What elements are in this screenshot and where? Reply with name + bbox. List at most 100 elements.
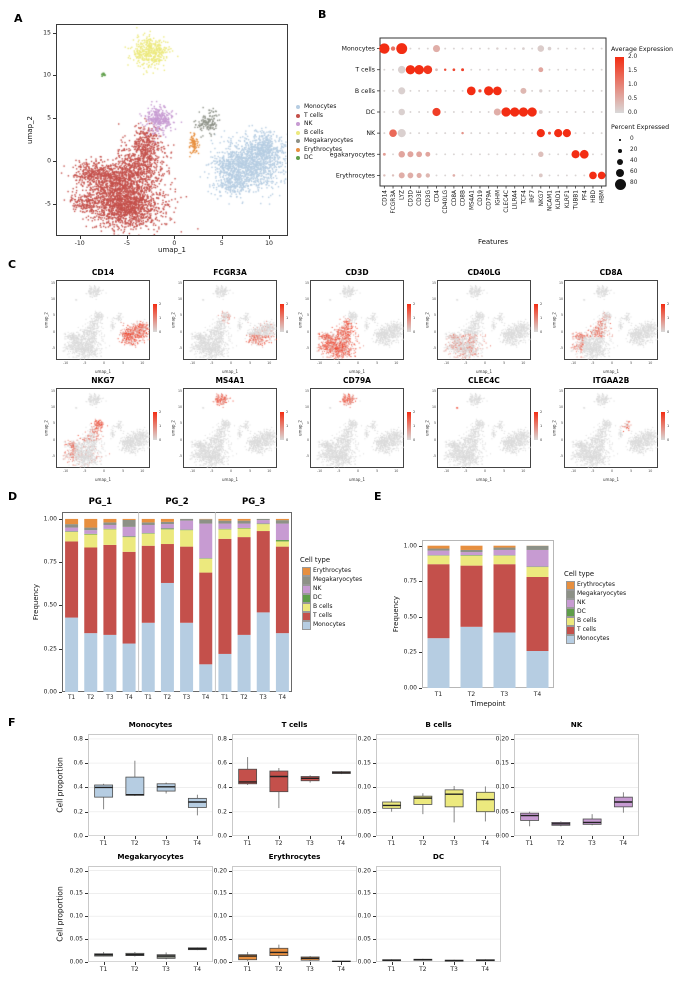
dotplot-gene-label: LYZ [400, 190, 406, 200]
mini-y-tick-label: 10 [558, 405, 563, 410]
feature-plot-box [183, 280, 277, 360]
x-tick-label: T2 [131, 966, 139, 973]
bar-segment-nk [65, 527, 79, 532]
expression-tick-label: 0.5 [628, 96, 638, 102]
y-tick-mark [59, 518, 62, 520]
box-rect [413, 795, 433, 805]
boxplot-svg [88, 866, 213, 962]
box-rect [520, 812, 540, 821]
feature-plot-canvas [565, 389, 658, 468]
legend-swatch-icon [566, 617, 575, 626]
bar-segment-erythrocytes [103, 518, 117, 523]
dotplot-dot [557, 174, 560, 177]
feature-plot-NKG7: NKG7 umap_2 umap_1 -10 -5 0 5 10 -5 0 5 10 15 2 1 0 [34, 376, 168, 490]
bar-segment-erythrocytes [65, 518, 79, 525]
y-tick-label: 0.05 [357, 808, 371, 816]
dotplot-dot [383, 111, 386, 113]
expression-tick-label: 1.5 [628, 68, 638, 74]
y-tick-label: 1.00 [43, 515, 57, 523]
dotplot-gene-label: CLEC4C [504, 190, 510, 213]
dotplot-dot [518, 107, 529, 117]
mini-y-tick-label: -5 [559, 345, 563, 350]
bar-segment-t-cells [275, 546, 289, 634]
dotplot-dot [461, 131, 464, 135]
y-tick-label: 1.00 [403, 542, 417, 550]
dotplot-dot [444, 174, 447, 177]
box-rect [269, 770, 289, 793]
mini-x-tick-label: 5 [503, 469, 506, 473]
bar-segment-monocytes [141, 622, 155, 692]
feature-plot-box [437, 280, 531, 360]
x-tick-label: T2 [275, 840, 283, 847]
dotplot-dot [548, 89, 551, 92]
legend-swatch-icon [296, 122, 300, 126]
dotplot-dot [583, 68, 586, 71]
legend-swatch-icon [296, 113, 300, 118]
mini-colorbar-tick-label: 2 [413, 410, 416, 414]
legend-item-label: Erythrocytes [577, 581, 615, 588]
mini-colorbar [661, 412, 665, 440]
mini-x-tick-label: 10 [648, 361, 653, 365]
dotplot-row-label: DC [366, 109, 375, 116]
dotplot-dot [461, 47, 464, 50]
mini-colorbar-tick-label: 1 [286, 424, 289, 428]
mini-y-tick-label: 5 [52, 313, 55, 318]
mini-x-axis-label: umap_1 [349, 369, 365, 374]
mini-y-tick-label: 0 [433, 437, 436, 442]
subplot-border [514, 734, 639, 836]
mini-x-tick-label: -10 [189, 469, 196, 473]
mini-x-tick-label: -10 [316, 469, 323, 473]
mini-y-tick-label: 5 [306, 421, 309, 426]
mini-x-axis-label: umap_1 [95, 477, 111, 482]
bar-segment-nk [103, 524, 117, 529]
box-rect [444, 789, 464, 808]
feature-plot-ITGAA2B: ITGAA2B umap_2 umap_1 -10 -5 0 5 10 -5 0 5 10 15 2 1 0 [542, 376, 676, 490]
mini-x-tick-label: 0 [483, 361, 486, 365]
dotplot-dot [409, 111, 412, 113]
x-tick-mark [166, 962, 168, 965]
panel-c-label: C [8, 258, 17, 271]
dotplot-dot [478, 153, 481, 156]
legend-swatch-icon [302, 612, 311, 621]
legend-swatch-icon [302, 621, 311, 630]
percent-tick-label: 20 [630, 147, 638, 153]
dotplot-dot [484, 86, 494, 96]
feature-plot-title: CD40LG [467, 268, 501, 277]
bar-segment-megakaryocytes [218, 520, 232, 524]
timepoint-x-axis-label: Timepoint [470, 700, 506, 708]
y-tick-mark [85, 811, 88, 813]
panel-e-label: E [374, 490, 382, 503]
dotplot-gene-label: CD8B [461, 190, 467, 206]
dotplot-gene-label: TUBB1 [574, 190, 580, 211]
legend-swatch-icon [566, 635, 575, 644]
boxplot-title: B cells [425, 720, 452, 729]
mini-x-tick-label: -5 [337, 361, 341, 365]
dotplot-dot [444, 153, 447, 156]
mini-y-tick-label: 10 [431, 405, 436, 410]
x-tick-label: T4 [337, 840, 346, 847]
mini-x-tick-label: 10 [140, 361, 145, 365]
bar-segment-erythrocytes [160, 518, 174, 522]
mini-colorbar-tick-label: 2 [667, 302, 670, 306]
dotplot-dot [571, 150, 580, 159]
dotplot-dot [492, 86, 502, 96]
dotplot-gene-label: MS4A1 [469, 190, 475, 210]
bar-segment-monocytes [199, 664, 213, 692]
dotplot-dot [557, 47, 560, 50]
y-tick-mark [53, 32, 56, 34]
y-tick-label: 0.8 [217, 735, 227, 743]
mini-x-axis-label: umap_1 [476, 369, 492, 374]
boxplot-svg [376, 866, 501, 962]
y-tick-mark [85, 962, 88, 963]
mini-colorbar-tick-label: 2 [540, 302, 543, 306]
x-tick-mark [103, 962, 105, 965]
dotplot-dot [527, 107, 537, 117]
dotplot-dot [461, 111, 464, 113]
dotplot-dot [418, 132, 421, 135]
dotplot-dot [548, 174, 551, 177]
dotplot-dot [531, 68, 534, 71]
dotplot-dot [470, 68, 473, 71]
y-tick-label: 0.10 [357, 912, 371, 920]
mini-y-tick-label: 0 [560, 437, 563, 442]
dotplot-dot [444, 111, 447, 113]
